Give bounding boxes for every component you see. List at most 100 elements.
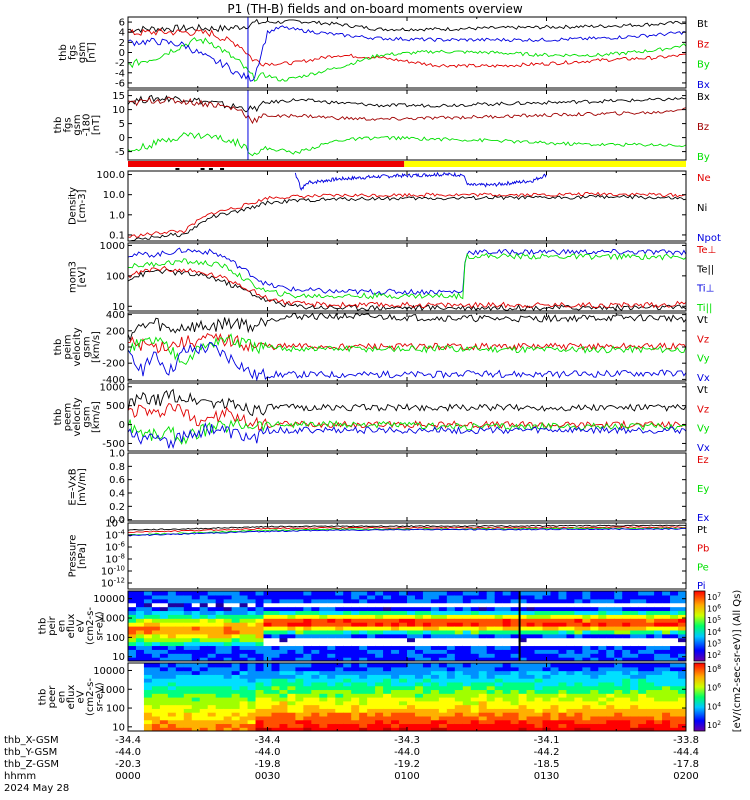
spectrogram-cell — [295, 723, 304, 728]
spectrogram-cell — [263, 693, 273, 698]
spectrogram-cell — [646, 645, 655, 650]
spectrogram-cell — [422, 645, 432, 650]
spectrogram-cell — [494, 645, 504, 650]
colorbar-tick-label: 107 — [707, 592, 721, 602]
spectrogram-cell — [215, 602, 225, 608]
spectrogram-cell — [438, 689, 448, 694]
data-gap-line — [518, 591, 521, 661]
spectrogram-cell — [534, 715, 544, 721]
spectrogram-cell — [430, 629, 440, 635]
spectrogram-cell — [486, 704, 496, 709]
spectrogram-cell — [414, 727, 424, 731]
spectrogram-cell — [343, 606, 352, 612]
spectrogram-cell — [414, 663, 424, 668]
spectrogram-cell — [478, 708, 488, 713]
spectrogram-cell — [646, 663, 655, 668]
spectrogram-cell — [646, 649, 655, 654]
spectrogram-cell — [494, 715, 504, 721]
spectrogram-cell — [128, 626, 137, 631]
spectrogram-cell — [606, 653, 615, 658]
spectrogram-cell — [391, 700, 400, 706]
spectrogram-cell — [486, 614, 496, 619]
y-axis-label-line: E=-VxB — [67, 468, 78, 505]
spectrogram-cell — [550, 591, 560, 596]
spectrogram-cell — [566, 663, 575, 668]
spectrogram-cell — [279, 645, 289, 650]
spectrogram-cell — [279, 610, 289, 615]
spectrogram-cell — [542, 666, 552, 672]
spectrogram-cell — [151, 674, 161, 679]
spectrogram-cell — [287, 598, 296, 604]
spectrogram-cell — [239, 685, 249, 691]
spectrogram-cell — [422, 653, 432, 658]
colorbar-axis-label: [eV/(cm2-sec-sr-eV)] (All Qs) — [732, 590, 743, 733]
spectrogram-cell — [191, 602, 201, 608]
spectrogram-cell — [303, 610, 312, 615]
spectrogram-cell — [678, 649, 686, 654]
spectrogram-cell — [239, 704, 249, 709]
spectrogram-cell — [279, 708, 289, 713]
spectrogram-cell — [510, 618, 520, 623]
spectrogram-cell — [590, 598, 599, 604]
spectrogram-cell — [391, 633, 400, 639]
spectrogram-cell — [199, 622, 209, 627]
spectrogram-cell — [614, 641, 623, 647]
spectrogram-cell — [678, 657, 686, 661]
spectrogram-cell — [502, 685, 512, 691]
spectrogram-cell — [183, 681, 193, 687]
spectrogram-cell — [414, 641, 424, 647]
spectrogram-cell — [311, 681, 320, 687]
spectrogram-cell — [151, 689, 161, 694]
spectrogram-cell — [215, 645, 225, 650]
spectrogram-cell — [279, 626, 289, 631]
spectrogram-cell — [502, 618, 512, 623]
spectrogram-cell — [183, 657, 193, 661]
spectrogram-cell — [151, 708, 161, 713]
spectrogram-cell — [510, 602, 520, 608]
spectrogram-cell — [526, 606, 536, 612]
spectrogram-cell — [159, 704, 169, 709]
spectrogram-cell — [670, 594, 679, 600]
spectrogram-cell — [566, 719, 575, 725]
y-axis-label-line: (cm2-s- — [85, 607, 96, 645]
spectrogram-cell — [590, 704, 599, 709]
spectrogram-cell — [542, 719, 552, 725]
spectrogram-cell — [159, 666, 169, 672]
spectrogram-cell — [678, 723, 686, 728]
spectrogram-cell — [510, 712, 520, 717]
spectrogram-cell — [263, 645, 273, 650]
spectrogram-cell — [502, 637, 512, 643]
spectrogram-cell — [590, 697, 599, 702]
spectrogram-cell — [630, 689, 639, 694]
spectrogram-cell — [438, 602, 448, 608]
spectrogram-cell — [255, 666, 265, 672]
spectrogram-cell — [422, 685, 432, 691]
spectrogram-cell — [295, 626, 304, 631]
spectrogram-cell — [534, 657, 544, 661]
legend-label: Ni — [697, 203, 707, 214]
spectrogram-cell — [351, 633, 360, 639]
spectrogram-cell — [622, 727, 631, 731]
spectrogram-cell — [383, 666, 392, 672]
spectrogram-cell — [518, 657, 528, 661]
spectrogram-cell — [143, 641, 153, 647]
spectrogram-cell — [526, 670, 536, 675]
legend-label: Bz — [697, 122, 709, 133]
spectrogram-cell — [518, 670, 528, 675]
spectrogram-cell — [407, 681, 416, 687]
spectrogram-cell — [430, 606, 440, 612]
spectrogram-cell — [159, 637, 169, 643]
spectrogram-cell — [351, 685, 360, 691]
orbit-z-value: -18.5 — [534, 759, 560, 770]
spectrogram-cell — [255, 678, 265, 683]
spectrogram-cell — [199, 697, 209, 702]
spectrogram-cell — [678, 674, 686, 679]
spectrogram-cell — [470, 598, 480, 604]
spectrogram-cell — [630, 727, 639, 731]
spectrogram-cell — [223, 618, 233, 623]
spectrogram-cell — [319, 681, 328, 687]
spectrogram-cell — [359, 666, 368, 672]
spectrogram-cell — [375, 610, 384, 615]
spectrogram-cell — [614, 712, 623, 717]
spectrogram-cell — [590, 712, 599, 717]
